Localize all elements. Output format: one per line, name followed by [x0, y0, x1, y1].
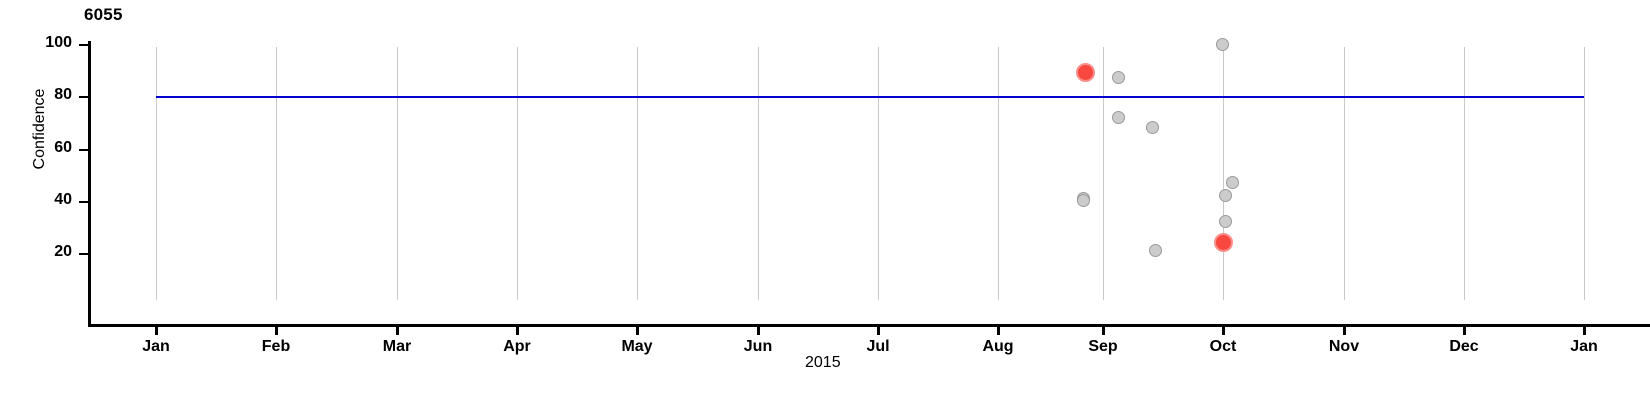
x-tick-label-nov-10: Nov — [1328, 338, 1360, 355]
x-tick-2 — [396, 327, 399, 335]
y-tick-100 — [79, 44, 88, 46]
x-tick-label-sep-8: Sep — [1088, 338, 1118, 355]
x-tick-3 — [516, 327, 519, 335]
y-tick-label-80: 80 — [54, 86, 72, 104]
x-tick-label-dec-11: Dec — [1449, 338, 1479, 355]
y-tick-20 — [79, 253, 88, 255]
x-tick-label-mar-2: Mar — [382, 338, 412, 355]
data-point[interactable] — [1145, 121, 1159, 135]
x-tick-5 — [757, 327, 760, 335]
data-point[interactable] — [1111, 71, 1125, 85]
x-tick-7 — [997, 327, 1000, 335]
x-tick-label-feb-1: Feb — [261, 338, 291, 355]
data-point[interactable] — [1218, 215, 1232, 229]
x-tick-1 — [275, 327, 278, 335]
data-point-highlighted[interactable] — [1075, 63, 1095, 83]
gridline-sep-8 — [1103, 47, 1104, 300]
y-tick-label-60: 60 — [54, 138, 72, 156]
gridline-jul-6 — [878, 47, 879, 300]
gridline-feb-1 — [276, 47, 277, 300]
data-point[interactable] — [1076, 194, 1090, 208]
gridline-oct-9 — [1223, 47, 1224, 300]
data-point[interactable] — [1215, 37, 1229, 51]
data-point[interactable] — [1111, 110, 1125, 124]
y-axis-title: Confidence — [31, 88, 48, 170]
gridline-dec-11 — [1464, 47, 1465, 300]
gridline-jun-5 — [758, 47, 759, 300]
y-tick-label-40: 40 — [54, 190, 72, 208]
gridline-jan-12 — [1584, 47, 1585, 300]
gridline-nov-10 — [1344, 47, 1345, 300]
data-point[interactable] — [1148, 243, 1162, 257]
gridline-mar-2 — [397, 47, 398, 300]
gridline-jan-0 — [156, 47, 157, 300]
x-tick-label-jul-6: Jul — [866, 338, 890, 355]
y-axis-line — [88, 41, 91, 326]
gridline-apr-3 — [517, 47, 518, 300]
x-tick-12 — [1583, 327, 1586, 335]
x-tick-6 — [877, 327, 880, 335]
x-axis-line — [88, 324, 1650, 327]
x-tick-0 — [155, 327, 158, 335]
x-tick-11 — [1463, 327, 1466, 335]
x-tick-9 — [1222, 327, 1225, 335]
chart-title: 6055 — [84, 5, 123, 24]
data-point[interactable] — [1225, 175, 1239, 189]
plot-panel — [88, 30, 1650, 326]
reference-line — [156, 96, 1584, 99]
gridline-aug-7 — [998, 47, 999, 300]
y-tick-60 — [79, 148, 88, 151]
y-tick-80 — [79, 96, 88, 99]
x-tick-label-jun-5: Jun — [743, 338, 773, 355]
x-tick-8 — [1102, 327, 1105, 335]
data-point[interactable] — [1218, 189, 1232, 203]
x-tick-label-oct-9: Oct — [1209, 338, 1237, 355]
y-tick-label-20: 20 — [54, 243, 72, 260]
x-tick-label-jan-12: Jan — [1570, 338, 1598, 355]
x-axis-title-text: 2015 — [805, 354, 841, 371]
y-tick-40 — [79, 200, 88, 203]
data-point-highlighted[interactable] — [1213, 233, 1233, 253]
x-tick-label-may-4: May — [621, 338, 653, 355]
x-tick-label-jan-0: Jan — [142, 338, 170, 355]
y-tick-label-100: 100 — [45, 34, 72, 51]
x-tick-10 — [1343, 327, 1346, 335]
x-tick-label-aug-7: Aug — [982, 338, 1014, 355]
gridline-may-4 — [637, 47, 638, 300]
x-tick-4 — [636, 327, 639, 335]
x-tick-label-apr-3: Apr — [503, 338, 531, 355]
